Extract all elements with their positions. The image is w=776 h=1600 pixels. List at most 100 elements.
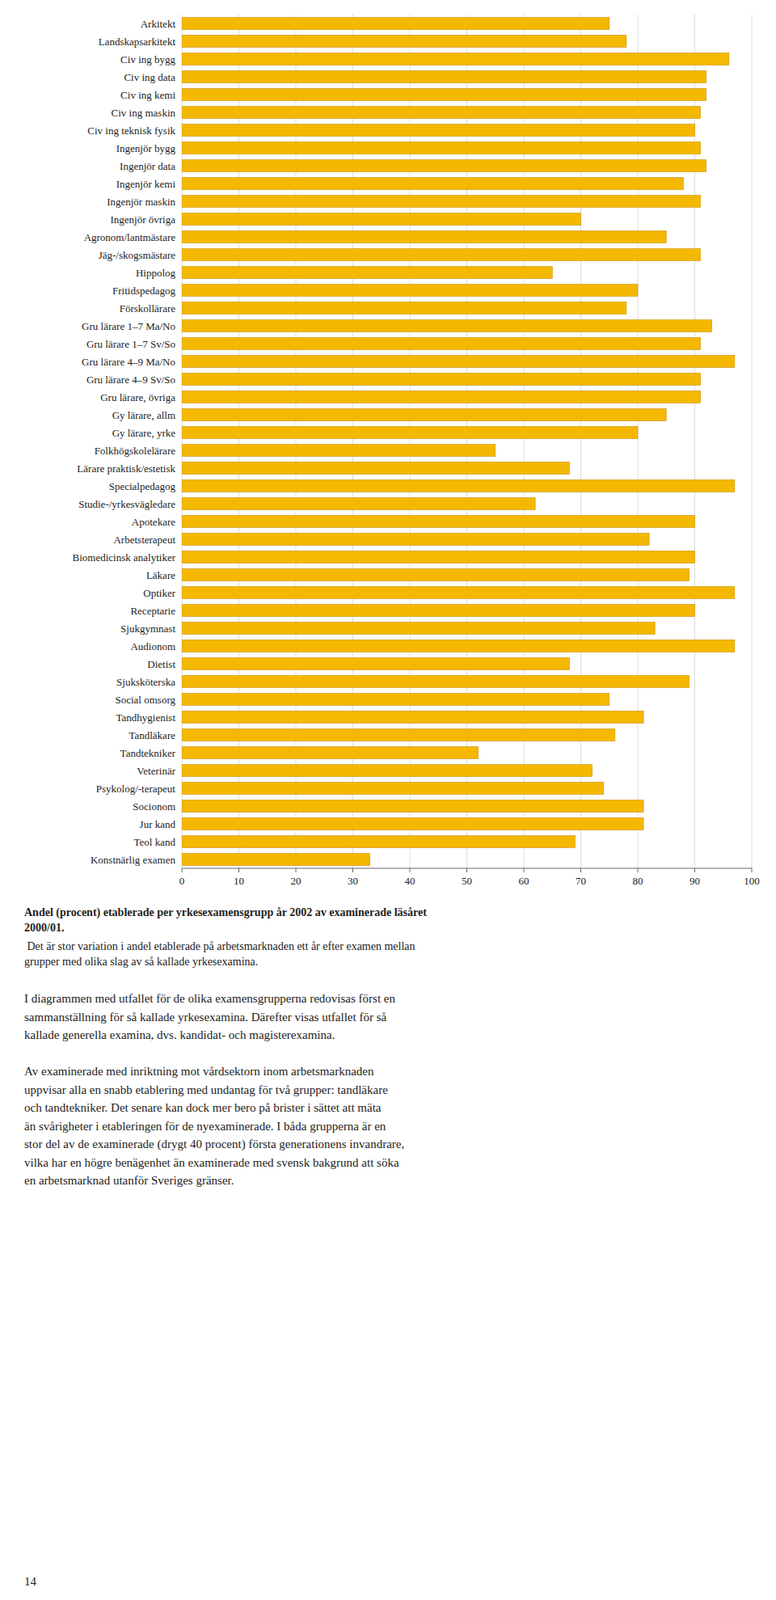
category-label: Studie-/yrkesvägledare	[78, 497, 176, 511]
category-label: Hippolog	[135, 266, 177, 279]
bar	[181, 426, 638, 439]
category-label: Teol kand	[134, 835, 177, 848]
bar	[181, 248, 701, 262]
tick-mark	[295, 868, 297, 873]
category-label: Folkhögskolelärare	[94, 444, 177, 457]
category-label: Ingenjör data	[119, 160, 176, 173]
bar	[181, 853, 371, 866]
category-label: Biomedicinsk analytiker	[72, 551, 177, 564]
bar	[181, 409, 667, 422]
tick-mark	[238, 868, 240, 873]
bar	[181, 551, 696, 564]
tick-mark	[523, 868, 525, 873]
category-label: Förskollärare	[119, 302, 177, 315]
bar	[181, 782, 604, 795]
category-label: Receptarie	[130, 604, 176, 617]
tick-label: 90	[689, 874, 701, 887]
category-label: Psykolog/-terapeut	[96, 782, 177, 795]
bar	[181, 53, 730, 66]
category-label: Specialpedagog	[109, 480, 177, 493]
bar	[181, 88, 707, 102]
tick-mark	[466, 868, 468, 873]
bar	[181, 373, 701, 386]
category-label: Gru lärare 1–7 Sv/So	[86, 337, 176, 351]
tick-label: 50	[461, 874, 473, 887]
category-label: Civ ing kemi	[120, 88, 176, 102]
category-label: Fritidspedagog	[112, 284, 176, 297]
bar	[181, 355, 735, 368]
category-label: Civ ing data	[123, 71, 176, 84]
bar	[181, 729, 616, 742]
tick-mark	[637, 868, 639, 873]
y-axis: Arkitekt Landskapsarkitekt Civ ing bygg Civ…	[72, 17, 177, 866]
tick-label: 30	[347, 874, 359, 887]
bar	[181, 569, 689, 582]
bars	[181, 17, 735, 866]
bar	[181, 337, 701, 351]
bar	[181, 675, 689, 688]
bar	[181, 266, 553, 279]
category-label: Agronom/lantmästare	[84, 231, 177, 244]
tick-mark	[181, 868, 183, 873]
page-number: 14	[24, 1574, 37, 1589]
category-label: Social omsorg	[114, 693, 176, 706]
tick-mark	[694, 868, 696, 873]
category-label: Socionom	[132, 800, 176, 813]
bar	[181, 711, 644, 724]
category-label: Sjukgymnast	[120, 622, 176, 635]
tick-mark	[352, 868, 354, 873]
category-label: Gy lärare, yrke	[112, 426, 177, 439]
category-label: Civ ing maskin	[111, 106, 177, 119]
category-label: Tandhygienist	[116, 711, 177, 724]
tick-label: 100	[743, 874, 760, 887]
tick-mark	[580, 868, 582, 873]
bar	[181, 480, 735, 493]
bar	[181, 586, 735, 599]
tick-label: 60	[518, 874, 530, 887]
tick-label: 10	[233, 874, 245, 887]
tick-label: 40	[404, 874, 416, 887]
bar	[181, 302, 627, 315]
category-label: Arkitekt	[140, 17, 177, 30]
bar	[181, 657, 570, 671]
category-label: Konstnärlig examen	[90, 853, 177, 866]
category-label: Veterinär	[136, 764, 176, 777]
category-label: Läkare	[146, 569, 176, 582]
bar	[181, 746, 479, 760]
category-label: Landskapsarkitekt	[98, 35, 177, 48]
category-label: Gru lärare 4–9 Ma/No	[81, 355, 176, 368]
category-label: Ingenjör bygg	[116, 142, 177, 155]
bar	[181, 444, 496, 457]
category-label: Civ ing bygg	[120, 53, 176, 66]
bar	[181, 604, 696, 617]
bar	[181, 124, 696, 137]
bar	[181, 320, 713, 333]
bar	[181, 35, 627, 48]
bar	[181, 284, 638, 297]
grid-line	[751, 14, 753, 869]
bar	[181, 213, 582, 226]
bar	[181, 71, 707, 84]
category-label: Dietist	[147, 657, 176, 671]
category-label: Ingenjör kemi	[116, 177, 177, 190]
category-label: Gru lärare 4–9 Sv/So	[86, 373, 176, 386]
body-paragraph: Av examinerade med inriktning mot vårdse…	[24, 1062, 752, 1190]
category-label: Optiker	[143, 586, 176, 599]
bar-chart: Arkitekt Landskapsarkitekt Civ ing bygg Civ…	[0, 0, 776, 898]
tick-label: 70	[575, 874, 587, 887]
category-label: Jur kand	[139, 818, 177, 831]
bar	[181, 640, 735, 653]
bar	[181, 515, 696, 528]
category-label: Apotekare	[131, 515, 176, 528]
bar	[181, 818, 644, 831]
bar	[181, 800, 644, 813]
category-label: Audionom	[130, 640, 176, 653]
bar	[181, 195, 701, 208]
category-label: Ingenjör övriga	[109, 213, 176, 226]
caption-title: Andel (procent) etablerade per yrkesexam…	[24, 905, 752, 937]
bar	[181, 462, 570, 475]
bar	[181, 231, 667, 244]
grid	[181, 14, 752, 869]
tick-label: 20	[291, 874, 302, 887]
tick-mark	[409, 868, 411, 873]
